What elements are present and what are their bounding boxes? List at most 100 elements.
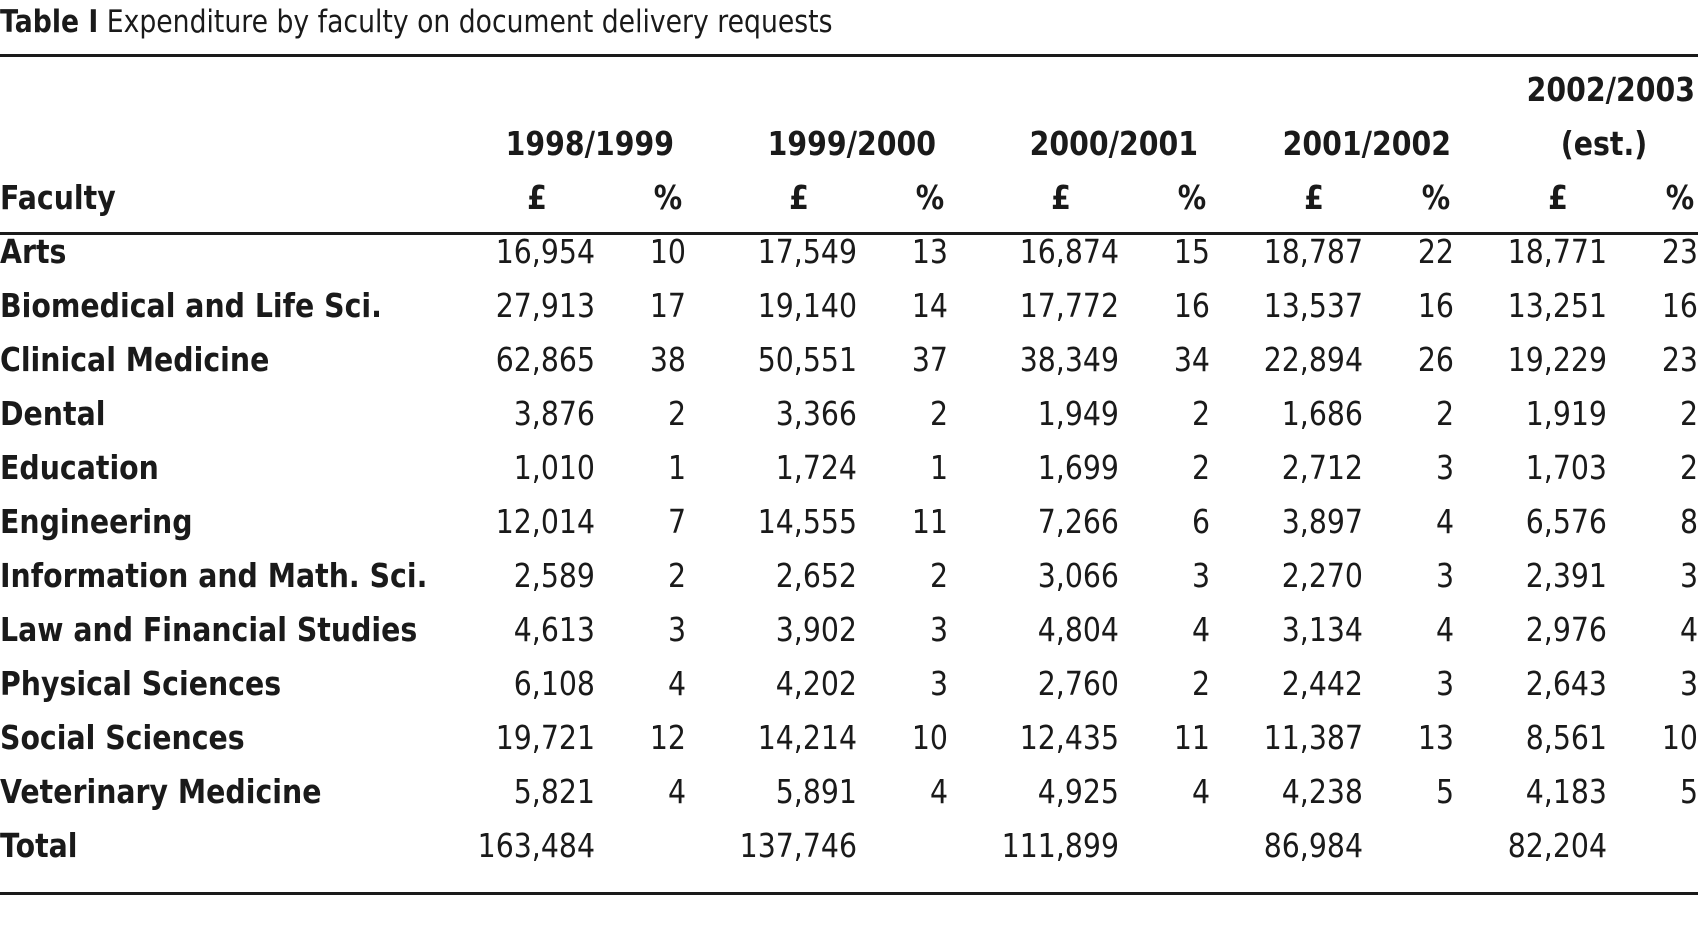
pound-cell: 3,066 bbox=[1037, 556, 1119, 595]
total-pound-cell: 82,204 bbox=[1507, 826, 1607, 865]
pound-cell: 1,699 bbox=[1037, 448, 1119, 487]
pound-cell: 2,760 bbox=[1037, 664, 1119, 703]
percent-cell: 16 bbox=[1417, 286, 1454, 325]
header-rule bbox=[0, 232, 1698, 235]
top-rule bbox=[0, 54, 1698, 57]
pound-cell: 3,897 bbox=[1281, 502, 1363, 541]
percent-cell: 3 bbox=[1679, 664, 1698, 703]
pound-cell: 1,703 bbox=[1525, 448, 1607, 487]
percent-cell: 3 bbox=[1435, 556, 1454, 595]
percent-header: % bbox=[915, 178, 945, 217]
pound-header: £ bbox=[527, 178, 547, 217]
percent-cell: 2 bbox=[929, 394, 948, 433]
percent-cell: 3 bbox=[667, 610, 686, 649]
percent-header: % bbox=[1665, 178, 1695, 217]
percent-cell: 2 bbox=[929, 556, 948, 595]
pound-cell: 27,913 bbox=[495, 286, 595, 325]
percent-cell: 11 bbox=[911, 502, 948, 541]
percent-cell: 4 bbox=[1435, 502, 1454, 541]
caption-label: Table I bbox=[0, 4, 99, 40]
faculty-name: Law and Financial Studies bbox=[0, 610, 418, 649]
percent-cell: 13 bbox=[1417, 718, 1454, 757]
percent-cell: 4 bbox=[1191, 610, 1210, 649]
year-header: 1998/1999 bbox=[505, 124, 674, 163]
percent-cell: 14 bbox=[911, 286, 948, 325]
percent-header: % bbox=[653, 178, 683, 217]
percent-cell: 5 bbox=[1679, 772, 1698, 811]
pound-cell: 50,551 bbox=[757, 340, 857, 379]
pound-cell: 12,435 bbox=[1019, 718, 1119, 757]
percent-cell: 4 bbox=[1435, 610, 1454, 649]
total-pound-cell: 86,984 bbox=[1263, 826, 1363, 865]
pound-cell: 2,589 bbox=[513, 556, 595, 595]
percent-cell: 3 bbox=[1435, 448, 1454, 487]
percent-cell: 2 bbox=[1191, 664, 1210, 703]
pound-header: £ bbox=[1304, 178, 1324, 217]
percent-cell: 16 bbox=[1173, 286, 1210, 325]
pound-cell: 13,251 bbox=[1507, 286, 1607, 325]
pound-cell: 19,721 bbox=[495, 718, 595, 757]
pound-cell: 38,349 bbox=[1019, 340, 1119, 379]
percent-cell: 16 bbox=[1661, 286, 1698, 325]
percent-cell: 34 bbox=[1173, 340, 1210, 379]
pound-cell: 4,613 bbox=[513, 610, 595, 649]
percent-cell: 4 bbox=[1679, 610, 1698, 649]
percent-cell: 2 bbox=[1679, 394, 1698, 433]
faculty-name: Education bbox=[0, 448, 159, 487]
pound-cell: 19,229 bbox=[1507, 340, 1607, 379]
pound-cell: 2,270 bbox=[1281, 556, 1363, 595]
pound-cell: 7,266 bbox=[1037, 502, 1119, 541]
faculty-name: Physical Sciences bbox=[0, 664, 282, 703]
pound-cell: 3,876 bbox=[513, 394, 595, 433]
percent-cell: 5 bbox=[1435, 772, 1454, 811]
pound-cell: 17,549 bbox=[757, 232, 857, 271]
percent-cell: 2 bbox=[1191, 394, 1210, 433]
percent-cell: 10 bbox=[1661, 718, 1698, 757]
bottom-rule bbox=[0, 892, 1698, 895]
percent-cell: 17 bbox=[649, 286, 686, 325]
percent-cell: 3 bbox=[929, 664, 948, 703]
pound-cell: 2,442 bbox=[1281, 664, 1363, 703]
total-pound-cell: 137,746 bbox=[739, 826, 857, 865]
percent-cell: 3 bbox=[1679, 556, 1698, 595]
pound-cell: 16,874 bbox=[1019, 232, 1119, 271]
pound-cell: 2,391 bbox=[1525, 556, 1607, 595]
pound-cell: 14,214 bbox=[757, 718, 857, 757]
pound-cell: 1,919 bbox=[1525, 394, 1607, 433]
pound-cell: 6,108 bbox=[513, 664, 595, 703]
faculty-name: Biomedical and Life Sci. bbox=[0, 286, 382, 325]
pound-cell: 2,712 bbox=[1281, 448, 1363, 487]
percent-cell: 6 bbox=[1191, 502, 1210, 541]
faculty-name: Dental bbox=[0, 394, 106, 433]
pound-header: £ bbox=[1051, 178, 1071, 217]
pound-cell: 1,724 bbox=[775, 448, 857, 487]
year-header: 2000/2001 bbox=[1029, 124, 1198, 163]
pound-cell: 16,954 bbox=[495, 232, 595, 271]
percent-cell: 38 bbox=[649, 340, 686, 379]
percent-cell: 1 bbox=[667, 448, 686, 487]
pound-cell: 1,010 bbox=[513, 448, 595, 487]
pound-cell: 18,787 bbox=[1263, 232, 1363, 271]
percent-header: % bbox=[1421, 178, 1451, 217]
caption-text: Expenditure by faculty on document deliv… bbox=[106, 4, 833, 40]
percent-cell: 10 bbox=[649, 232, 686, 271]
pound-cell: 4,202 bbox=[775, 664, 857, 703]
pound-cell: 6,576 bbox=[1525, 502, 1607, 541]
percent-cell: 4 bbox=[667, 664, 686, 703]
pound-cell: 3,134 bbox=[1281, 610, 1363, 649]
percent-cell: 4 bbox=[929, 772, 948, 811]
faculty-name: Veterinary Medicine bbox=[0, 772, 322, 811]
percent-cell: 3 bbox=[1435, 664, 1454, 703]
pound-cell: 4,183 bbox=[1525, 772, 1607, 811]
year-header: 2002/2003 bbox=[1526, 70, 1695, 109]
percent-cell: 2 bbox=[1191, 448, 1210, 487]
percent-cell: 10 bbox=[911, 718, 948, 757]
year-header: 2001/2002 bbox=[1282, 124, 1451, 163]
percent-cell: 37 bbox=[911, 340, 948, 379]
pound-cell: 4,804 bbox=[1037, 610, 1119, 649]
pound-cell: 5,821 bbox=[513, 772, 595, 811]
percent-cell: 3 bbox=[929, 610, 948, 649]
pound-cell: 62,865 bbox=[495, 340, 595, 379]
percent-cell: 11 bbox=[1173, 718, 1210, 757]
pound-cell: 4,925 bbox=[1037, 772, 1119, 811]
